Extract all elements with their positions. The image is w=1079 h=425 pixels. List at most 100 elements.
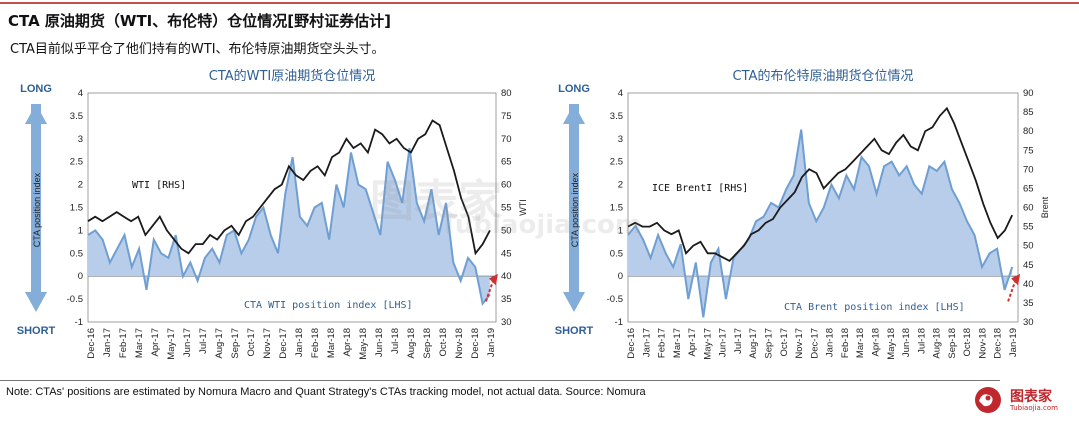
y-tick-label: 0 xyxy=(618,271,623,282)
y2-tick-label: 55 xyxy=(501,203,512,214)
y-tick-label: -0.5 xyxy=(607,294,623,305)
long-label: LONG xyxy=(20,83,52,95)
watermark-mid: Tubiaojia.com xyxy=(440,210,642,240)
x-tick-label: Dec-16 xyxy=(626,328,637,359)
position-series-label: CTA WTI position index [LHS] xyxy=(244,300,413,311)
y-tick-label: 2.5 xyxy=(70,157,83,168)
price-line xyxy=(87,119,491,256)
y2-tick-label: 35 xyxy=(501,294,512,305)
y2-tick-label: 50 xyxy=(501,225,512,236)
y2-tick-label: 60 xyxy=(1023,203,1034,214)
page-subtitle: CTA目前似乎平仓了他们持有的WTI、布伦特原油期货空头头寸。 xyxy=(10,42,385,57)
x-tick-label: Jul-17 xyxy=(198,328,209,354)
x-tick-label: Jan-17 xyxy=(102,328,113,357)
position-series-label: CTA Brent position index [LHS] xyxy=(784,302,965,313)
x-tick-label: Oct-17 xyxy=(779,328,790,357)
y-tick-label: 3 xyxy=(78,134,83,145)
brand-logo-text: 图表家 xyxy=(1010,389,1052,405)
y2-tick-label: 70 xyxy=(501,134,512,145)
y-tick-label: 3.5 xyxy=(610,111,623,122)
x-tick-label: Dec-17 xyxy=(278,328,289,359)
x-tick-label: Nov-17 xyxy=(262,328,273,359)
x-tick-label: Feb-18 xyxy=(840,328,851,358)
y2-tick-label: 45 xyxy=(501,248,512,259)
x-tick-label: Jul-18 xyxy=(390,328,401,354)
y-tick-label: 4 xyxy=(618,88,623,99)
y2-tick-label: 30 xyxy=(1023,317,1034,328)
y2-tick-label: 40 xyxy=(1023,279,1034,290)
source-note: Note: CTAs' positions are estimated by N… xyxy=(6,386,646,398)
y-tick-label: -1 xyxy=(75,317,83,328)
position-area xyxy=(628,129,1013,318)
x-tick-label: Jun-18 xyxy=(374,328,385,357)
x-tick-label: Dec-17 xyxy=(809,328,820,359)
x-tick-label: Oct-17 xyxy=(246,328,257,357)
x-tick-label: Jun-18 xyxy=(901,328,912,357)
brand-logo-url: Tubiaojia.com xyxy=(1010,404,1058,412)
y-tick-label: 4 xyxy=(78,88,83,99)
x-tick-label: Aug-17 xyxy=(748,328,759,359)
x-tick-label: Apr-17 xyxy=(150,328,161,357)
plot-frame xyxy=(627,92,1019,323)
y2-tick-label: 40 xyxy=(501,271,512,282)
x-tick-label: Jan-17 xyxy=(641,328,652,357)
price-line xyxy=(627,106,1014,263)
recovery-arrow-head-icon xyxy=(1011,273,1021,286)
y-tick-label: 0.5 xyxy=(610,248,623,259)
y2-tick-label: 80 xyxy=(501,88,512,99)
x-tick-label: Dec-18 xyxy=(470,328,481,359)
y2-tick-label: 60 xyxy=(501,180,512,191)
x-tick-label: Oct-18 xyxy=(962,328,973,357)
x-tick-label: Jan-18 xyxy=(825,328,836,357)
footer-rule xyxy=(0,380,1000,381)
y-tick-label: -0.5 xyxy=(67,294,83,305)
x-tick-label: May-17 xyxy=(702,328,713,360)
x-tick-label: Mar-17 xyxy=(134,328,145,358)
y-tick-label: 1.5 xyxy=(70,203,83,214)
y2-axis-title: Brent xyxy=(1040,196,1050,218)
x-tick-label: Jul-18 xyxy=(916,328,927,354)
brand-logo-icon xyxy=(975,387,1001,413)
x-tick-label: May-18 xyxy=(358,328,369,360)
y-tick-label: 0 xyxy=(78,271,83,282)
x-tick-label: Aug-18 xyxy=(406,328,417,359)
x-tick-label: Apr-18 xyxy=(342,328,353,357)
x-tick-label: Oct-18 xyxy=(438,328,449,357)
y-tick-label: 2 xyxy=(78,180,83,191)
x-tick-label: Sep-18 xyxy=(947,328,958,359)
x-tick-label: Jan-19 xyxy=(486,328,497,357)
x-tick-label: Feb-17 xyxy=(657,328,668,358)
x-tick-label: Mar-18 xyxy=(326,328,337,358)
x-tick-label: Dec-18 xyxy=(993,328,1004,359)
y-tick-label: 1 xyxy=(78,225,83,236)
x-tick-label: Sep-17 xyxy=(230,328,241,359)
x-tick-label: Feb-17 xyxy=(118,328,129,358)
x-tick-label: Feb-18 xyxy=(310,328,321,358)
long-short-arrow-icon xyxy=(25,104,47,312)
y2-tick-label: 30 xyxy=(501,317,512,328)
y2-tick-label: 55 xyxy=(1023,222,1034,233)
x-tick-label: Jul-17 xyxy=(733,328,744,354)
x-tick-label: May-17 xyxy=(166,328,177,360)
y-tick-label: -1 xyxy=(615,317,623,328)
plot-frame xyxy=(87,92,497,323)
price-series-label: ICE BrentI [RHS] xyxy=(652,183,748,194)
x-tick-label: Jan-18 xyxy=(294,328,305,357)
wti-chart: CTA的WTI原油期货仓位情况 LONG SHORT CTA position ind… xyxy=(17,68,528,360)
brent-chart: CTA的布伦特原油期货仓位情况 LONG SHORT CTA position ind… xyxy=(555,68,1050,360)
x-tick-label: Sep-18 xyxy=(422,328,433,359)
x-tick-label: Jan-19 xyxy=(1008,328,1019,357)
y2-axis-title: WTI xyxy=(518,199,528,216)
x-tick-label: Sep-17 xyxy=(764,328,775,359)
long-short-arrow-icon xyxy=(563,104,585,312)
y-tick-label: 1.5 xyxy=(610,203,623,214)
x-tick-label: Aug-18 xyxy=(932,328,943,359)
y2-tick-label: 65 xyxy=(501,157,512,168)
y2-tick-label: 45 xyxy=(1023,260,1034,271)
position-line xyxy=(627,129,1014,318)
y-tick-label: 1 xyxy=(618,225,623,236)
x-tick-label: Jun-17 xyxy=(182,328,193,357)
y-tick-label: 2 xyxy=(618,180,623,191)
x-tick-label: Nov-18 xyxy=(977,328,988,359)
y2-tick-label: 80 xyxy=(1023,126,1034,137)
